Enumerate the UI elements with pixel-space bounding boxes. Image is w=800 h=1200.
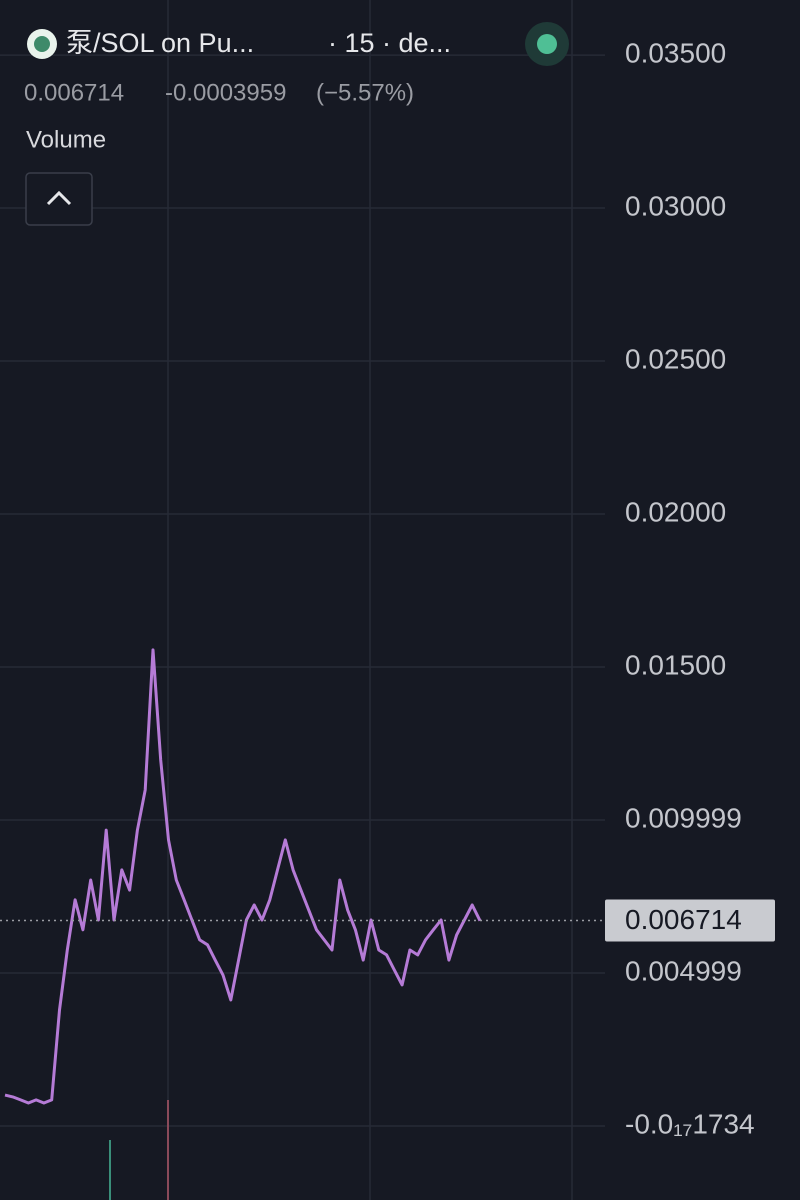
price-line <box>4 648 482 1105</box>
y-tick-label: 0.009999 <box>625 802 742 833</box>
pair-title: 泵/SOL on Pu... <box>66 28 254 58</box>
price: 0.006714 <box>24 79 124 106</box>
y-tick-label: -0.0₁₇1734 <box>625 1108 755 1139</box>
collapse-button[interactable] <box>25 172 93 226</box>
token-icon-inner <box>34 36 50 52</box>
change: -0.0003959 <box>165 79 286 106</box>
y-tick-label: 0.03500 <box>625 37 726 68</box>
y-tick-label: 0.004999 <box>625 955 742 986</box>
interval: · 15 · de... <box>328 28 451 58</box>
y-tick-label: 0.02500 <box>625 343 726 374</box>
vertical-grid <box>167 0 573 1200</box>
volume-bars <box>109 1100 169 1200</box>
last-price-box <box>605 899 775 942</box>
y-tick-label: 0.02000 <box>625 496 726 527</box>
status-dot <box>537 34 557 54</box>
chevron-icon <box>46 190 72 206</box>
y-tick-label: 0.01500 <box>625 649 726 680</box>
volume-label: Volume <box>26 126 106 153</box>
y-tick-label: 0.03000 <box>625 190 726 221</box>
last-price-label: 0.006714 <box>625 904 742 935</box>
change-percent: (−5.57%) <box>316 79 414 106</box>
